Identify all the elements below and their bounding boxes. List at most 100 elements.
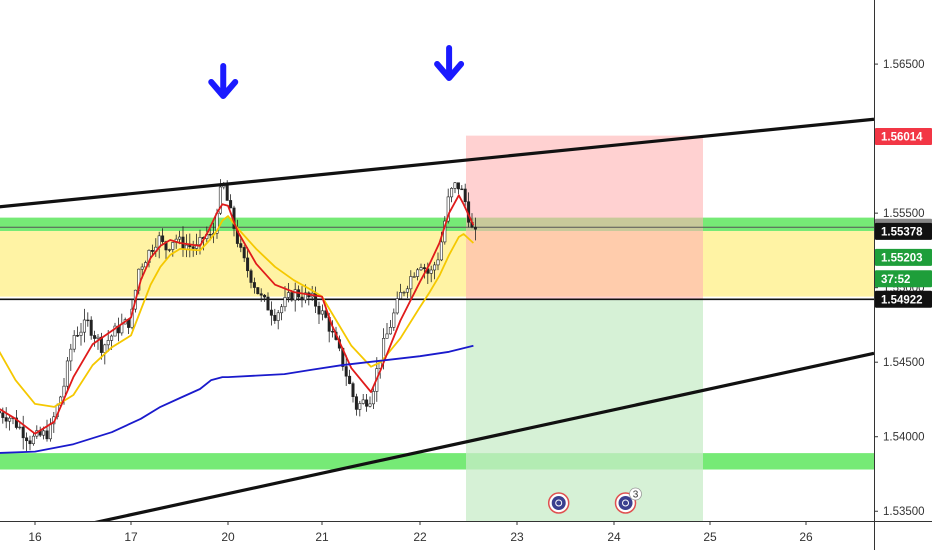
candle: [263, 293, 267, 302]
candle: [249, 268, 253, 289]
candle-body: [409, 276, 413, 290]
candle: [416, 268, 420, 281]
candle: [86, 312, 90, 327]
stop-loss-area: [466, 135, 703, 300]
y-tick-label: 1.55500: [883, 208, 925, 220]
candle-body: [388, 327, 392, 335]
candle: [89, 316, 93, 340]
candle: [300, 286, 304, 308]
candle-body: [82, 319, 86, 333]
candle: [450, 187, 454, 203]
candle: [0, 411, 1, 414]
arrow-shape: [434, 45, 465, 81]
time-axis-bg: [0, 521, 932, 550]
x-tick-label: 17: [124, 530, 138, 544]
candle-body: [161, 235, 165, 242]
candle: [409, 270, 413, 301]
x-tick-label: 20: [221, 530, 235, 544]
price-tag: 1.55378: [875, 222, 932, 240]
candle-body: [14, 417, 18, 428]
candle-body: [344, 366, 348, 377]
candle: [25, 432, 29, 453]
candle: [371, 387, 375, 410]
candle-body: [140, 266, 144, 270]
candle: [280, 304, 284, 321]
candle-body: [45, 430, 49, 440]
candle: [76, 326, 80, 337]
y-tick-label: 1.56500: [883, 59, 925, 71]
candle-body: [460, 188, 464, 191]
candle-body: [239, 243, 243, 248]
candle: [317, 301, 321, 324]
candle-body: [412, 276, 416, 278]
candle-body: [242, 247, 246, 259]
candle: [269, 301, 273, 326]
candle-body: [0, 411, 1, 414]
candle: [354, 393, 358, 416]
candle: [4, 407, 8, 429]
candle: [45, 419, 49, 442]
trendlines[interactable]: [0, 117, 875, 545]
event-dot: [622, 499, 630, 507]
candle-body: [191, 246, 195, 249]
candle: [48, 418, 52, 442]
candle: [293, 282, 297, 312]
candle: [433, 261, 437, 280]
down-arrow-icon: [208, 63, 239, 99]
candle-body: [405, 288, 409, 293]
candle-body: [436, 259, 440, 266]
down-arrow-icon: [434, 45, 465, 81]
candle: [167, 248, 171, 253]
candle: [388, 319, 392, 335]
candle-body: [79, 331, 83, 336]
candle: [283, 286, 287, 312]
candle: [8, 414, 12, 431]
candle: [344, 354, 348, 386]
candle-body: [86, 319, 90, 322]
event-dot: [555, 499, 563, 507]
moving-averages: [0, 194, 475, 454]
candle-body: [290, 292, 294, 301]
candle-body: [103, 344, 107, 353]
candle: [436, 252, 440, 271]
candle: [161, 228, 165, 245]
price-tag-label: 37:52: [881, 274, 910, 286]
candle: [460, 185, 464, 191]
price-tag: 1.54922: [875, 290, 932, 308]
price-tag: 1.56014: [875, 128, 932, 146]
candle-body: [76, 335, 80, 337]
price-tag-bg: [875, 290, 932, 308]
y-tick-label: 1.53500: [883, 506, 925, 518]
resistance-zone-green: [0, 217, 874, 232]
candle: [456, 182, 460, 195]
candle: [31, 432, 35, 446]
candle: [246, 247, 250, 278]
candle-body: [31, 435, 35, 445]
candle-body: [358, 403, 362, 410]
arrows: [208, 45, 465, 99]
candle: [463, 183, 467, 209]
candle-body: [28, 440, 32, 445]
slow-ma-line: [0, 215, 475, 408]
candle: [429, 265, 433, 283]
price-tag-bg: [875, 270, 932, 288]
x-tick-label: 16: [28, 530, 42, 544]
candle-body: [392, 312, 396, 328]
price-tag-label: 1.55378: [881, 227, 923, 239]
candle-body: [89, 319, 93, 336]
candle-body: [371, 391, 375, 405]
candle: [331, 320, 335, 338]
candle: [307, 291, 311, 306]
event-markers[interactable]: 3: [547, 487, 642, 514]
event-badge-count: 3: [633, 490, 639, 501]
lower-channel-trendline: [0, 351, 875, 545]
short-position-tool[interactable]: [466, 135, 703, 521]
candle-body: [72, 335, 76, 350]
candle-body: [283, 297, 287, 308]
candle-body: [286, 292, 290, 298]
x-tick-label: 21: [315, 530, 329, 544]
candle: [365, 394, 369, 412]
candle-body: [324, 310, 328, 318]
price-tag-bg: [875, 248, 932, 266]
